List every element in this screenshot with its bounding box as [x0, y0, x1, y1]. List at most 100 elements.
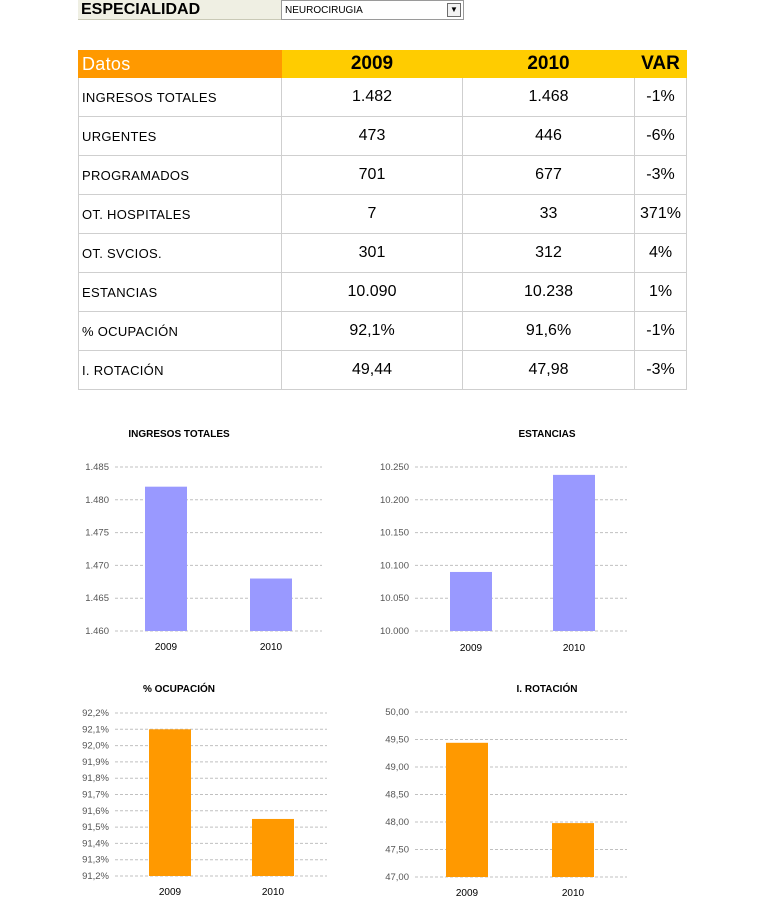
y-tick-label: 10.000	[380, 626, 409, 637]
table-row: INGRESOS TOTALES 1.482 1.468 -1%	[78, 77, 687, 117]
table-cell: -1%	[634, 311, 687, 351]
row-label: ESTANCIAS	[78, 272, 282, 312]
x-tick-label: 2010	[563, 643, 586, 654]
table-header-cell: 2010	[462, 50, 635, 78]
y-tick-label: 91,2%	[82, 871, 109, 882]
x-tick-label: 2009	[460, 643, 483, 654]
table-header-row: Datos 2009 2010 VAR	[78, 50, 687, 78]
y-tick-label: 48,50	[385, 790, 409, 801]
x-tick-label: 2010	[262, 887, 285, 898]
y-tick-label: 48,00	[385, 817, 409, 828]
y-tick-label: 92,1%	[82, 724, 109, 735]
table-row: OT. HOSPITALES 7 33 371%	[78, 194, 687, 234]
chart-title: I. ROTACIÓN	[516, 684, 578, 695]
chart-ocupacion: 91,2% 91,3% 91,4% 91,5% 91,6% 91,7% 91,8% 91,9%…	[72, 680, 342, 905]
row-label: INGRESOS TOTALES	[78, 77, 282, 117]
chevron-down-icon[interactable]: ▼	[447, 3, 461, 17]
table-cell: 371%	[634, 194, 687, 234]
y-tick-label: 47,00	[385, 872, 409, 883]
y-tick-label: 1.475	[85, 528, 109, 539]
table-cell: 301	[281, 233, 463, 273]
table-cell: 91,6%	[462, 311, 635, 351]
table-cell: 701	[281, 155, 463, 195]
bar-2010	[553, 474, 595, 631]
bar-2009	[149, 729, 191, 876]
row-label: URGENTES	[78, 116, 282, 156]
table-row: I. ROTACIÓN 49,44 47,98 -3%	[78, 350, 687, 390]
chart-estancias: 10.000 10.050 10.100 10.150 10.200 10.250 2009…	[372, 425, 642, 660]
bar-2009	[446, 742, 488, 877]
chart-rotacion: 47,00 47,50 48,00 48,50 49,00 49,50 50,00 2009 2…	[372, 680, 642, 905]
specialty-select-value: NEUROCIRUGIA	[285, 5, 363, 16]
table-cell: 677	[462, 155, 635, 195]
chart-svg: 91,2% 91,3% 91,4% 91,5% 91,6% 91,7% 91,8% 91,9%…	[82, 708, 327, 898]
table-cell: -3%	[634, 155, 687, 195]
chart-title: ESTANCIAS	[518, 429, 576, 440]
y-tick-label: 91,3%	[82, 855, 109, 866]
y-tick-label: 10.050	[380, 593, 409, 604]
y-tick-label: 92,2%	[82, 708, 109, 719]
table-cell: 92,1%	[281, 311, 463, 351]
table-row: ESTANCIAS 10.090 10.238 1%	[78, 272, 687, 312]
chart-svg: 47,00 47,50 48,00 48,50 49,00 49,50 50,00 2009 2…	[385, 707, 627, 899]
row-label: % OCUPACIÓN	[78, 311, 282, 351]
bar-2010	[252, 818, 294, 876]
table-cell: 1.468	[462, 77, 635, 117]
table-cell: 49,44	[281, 350, 463, 390]
table-row: URGENTES 473 446 -6%	[78, 116, 687, 156]
table-cell: 10.090	[281, 272, 463, 312]
table-cell: 473	[281, 116, 463, 156]
bar-2009	[145, 486, 187, 631]
y-tick-label: 91,7%	[82, 790, 109, 801]
row-label: OT. HOSPITALES	[78, 194, 282, 234]
y-tick-label: 1.460	[85, 626, 109, 637]
y-tick-label: 91,8%	[82, 773, 109, 784]
bar-2010	[250, 578, 292, 631]
y-tick-label: 10.100	[380, 560, 409, 571]
table-cell: -6%	[634, 116, 687, 156]
specialty-label: ESPECIALIDAD	[78, 0, 281, 20]
data-table: Datos 2009 2010 VAR INGRESOS TOTALES 1.482 1.4…	[78, 50, 687, 390]
table-cell: -3%	[634, 350, 687, 390]
table-cell: 1%	[634, 272, 687, 312]
y-tick-label: 91,6%	[82, 806, 109, 817]
y-tick-label: 91,9%	[82, 757, 109, 768]
x-tick-label: 2009	[155, 642, 178, 653]
table-header-cell: 2009	[281, 50, 463, 78]
table-cell: 446	[462, 116, 635, 156]
table-cell: 33	[462, 194, 635, 234]
table-row: OT. SVCIOS. 301 312 4%	[78, 233, 687, 273]
y-tick-label: 1.465	[85, 593, 109, 604]
y-tick-label: 91,5%	[82, 822, 109, 833]
table-cell: -1%	[634, 77, 687, 117]
table-header-cell: Datos	[78, 50, 282, 78]
y-tick-label: 10.250	[380, 462, 409, 473]
table-cell: 7	[281, 194, 463, 234]
x-tick-label: 2010	[260, 642, 283, 653]
y-tick-label: 1.485	[85, 462, 109, 473]
y-tick-label: 1.480	[85, 495, 109, 506]
chart-svg: 10.000 10.050 10.100 10.150 10.200 10.250 2009…	[380, 462, 627, 654]
y-tick-label: 49,00	[385, 762, 409, 773]
x-tick-label: 2009	[159, 887, 182, 898]
table-cell: 10.238	[462, 272, 635, 312]
y-tick-label: 1.470	[85, 560, 109, 571]
bar-2010	[552, 823, 594, 877]
y-tick-label: 10.200	[380, 495, 409, 506]
y-tick-label: 47,50	[385, 845, 409, 856]
chart-title: INGRESOS TOTALES	[128, 429, 230, 440]
chart-ingresos-totales: 1.460 1.465 1.470 1.475 1.480 1.485 2009 2010 I…	[72, 425, 342, 660]
y-tick-label: 49,50	[385, 735, 409, 746]
x-tick-label: 2010	[562, 888, 585, 899]
specialty-select[interactable]: NEUROCIRUGIA ▼	[281, 0, 464, 20]
table-cell: 312	[462, 233, 635, 273]
row-label: PROGRAMADOS	[78, 155, 282, 195]
y-tick-label: 92,0%	[82, 741, 109, 752]
y-tick-label: 91,4%	[82, 838, 109, 849]
y-tick-label: 50,00	[385, 707, 409, 718]
table-row: PROGRAMADOS 701 677 -3%	[78, 155, 687, 195]
table-cell: 1.482	[281, 77, 463, 117]
chart-svg: 1.460 1.465 1.470 1.475 1.480 1.485 2009 2010	[85, 462, 322, 653]
table-cell: 47,98	[462, 350, 635, 390]
table-header-cell: VAR	[634, 50, 687, 78]
